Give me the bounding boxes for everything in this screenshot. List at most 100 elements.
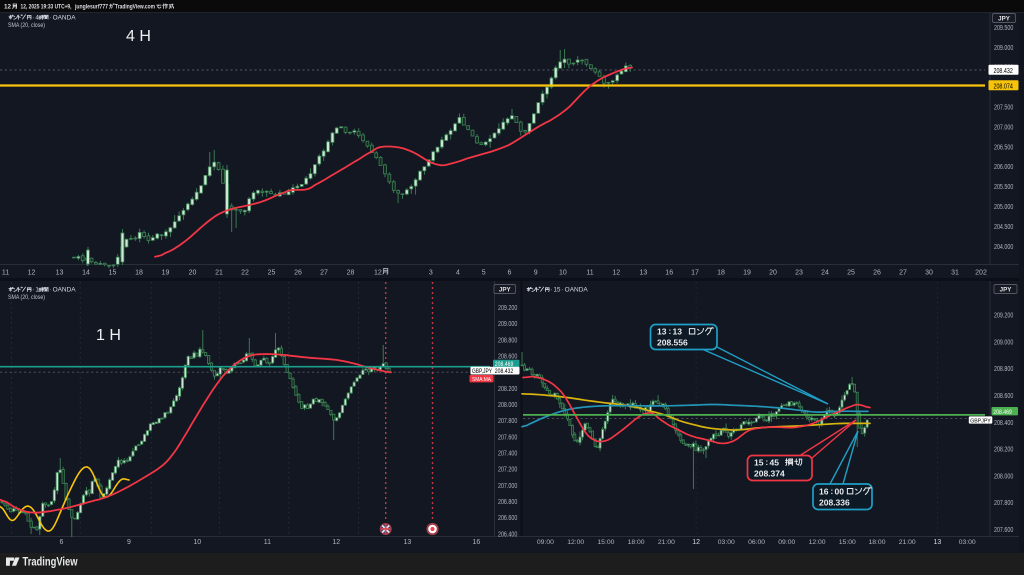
- svg-text:21:00: 21:00: [899, 539, 916, 546]
- svg-text:15:00: 15:00: [839, 539, 856, 546]
- svg-text:junglesurf777: junglesurf777: [74, 4, 108, 11]
- svg-text:207.800: 207.800: [994, 500, 1013, 507]
- svg-text:21:00: 21:00: [658, 539, 675, 546]
- svg-text:13: 13: [673, 327, 683, 337]
- svg-text:TradingView: TradingView: [23, 557, 78, 569]
- svg-text:19: 19: [743, 270, 751, 277]
- svg-text:OANDA: OANDA: [53, 287, 77, 294]
- svg-text:12: 12: [612, 270, 620, 277]
- svg-text:11: 11: [2, 270, 9, 277]
- svg-text:205.000: 205.000: [994, 204, 1013, 211]
- svg-text:209.200: 209.200: [994, 313, 1013, 320]
- svg-text:28: 28: [347, 270, 355, 277]
- svg-text:13: 13: [657, 327, 667, 337]
- svg-text:12: 12: [28, 270, 36, 277]
- svg-text:9: 9: [534, 270, 538, 277]
- svg-text:12:00: 12:00: [809, 539, 826, 546]
- svg-text:13: 13: [404, 539, 412, 546]
- svg-text:208.600: 208.600: [498, 354, 517, 361]
- svg-text:18:00: 18:00: [868, 539, 885, 546]
- svg-text:206.600: 206.600: [498, 515, 517, 522]
- svg-text:204.000: 204.000: [994, 244, 1013, 251]
- svg-text:24: 24: [821, 270, 829, 277]
- svg-text:12, 2025 19:33 UTC+9,: 12, 2025 19:33 UTC+9,: [21, 4, 72, 11]
- svg-text:207.400: 207.400: [498, 450, 517, 457]
- svg-text:25: 25: [268, 270, 276, 277]
- svg-text:OANDA: OANDA: [565, 287, 589, 294]
- svg-text:207.000: 207.000: [498, 483, 517, 490]
- svg-text:OANDA: OANDA: [53, 14, 77, 21]
- svg-text:12: 12: [332, 539, 340, 546]
- svg-text:·: ·: [49, 287, 51, 294]
- svg-text::: :: [766, 458, 769, 467]
- svg-text:45: 45: [770, 458, 780, 468]
- svg-text::: :: [669, 327, 672, 336]
- svg-text:207.800: 207.800: [498, 418, 517, 425]
- svg-text:·: ·: [562, 287, 564, 294]
- svg-text:208.074: 208.074: [994, 83, 1013, 90]
- svg-text:204.500: 204.500: [994, 224, 1013, 231]
- svg-text:JPY: JPY: [1000, 287, 1013, 294]
- svg-text:208.600: 208.600: [994, 393, 1013, 400]
- svg-text:6: 6: [508, 270, 512, 277]
- svg-text:09:00: 09:00: [537, 539, 554, 546]
- svg-text:TradingView.com: TradingView.com: [115, 4, 155, 11]
- svg-text:208.469: 208.469: [495, 361, 514, 368]
- svg-text:1: 1: [35, 287, 39, 294]
- svg-text:207.200: 207.200: [498, 467, 517, 474]
- svg-text:209.000: 209.000: [498, 321, 517, 328]
- svg-text:09:00: 09:00: [778, 539, 795, 546]
- svg-text:10: 10: [559, 270, 567, 277]
- svg-text:205.500: 205.500: [994, 184, 1013, 191]
- svg-text:3: 3: [429, 270, 433, 277]
- svg-text:21: 21: [215, 270, 223, 277]
- svg-text:03:00: 03:00: [718, 539, 735, 546]
- svg-text:20: 20: [189, 270, 197, 277]
- svg-text:12: 12: [692, 539, 700, 546]
- svg-text:13: 13: [56, 270, 64, 277]
- svg-text:207.600: 207.600: [994, 527, 1013, 534]
- svg-text:11: 11: [264, 539, 271, 546]
- svg-text:06:00: 06:00: [748, 539, 765, 546]
- svg-text:11: 11: [586, 270, 593, 277]
- svg-text:17: 17: [691, 270, 699, 277]
- svg-text:12: 12: [4, 4, 11, 11]
- svg-text:JPY: JPY: [998, 16, 1011, 23]
- svg-text:208.800: 208.800: [498, 337, 517, 344]
- svg-text:·: ·: [49, 14, 51, 21]
- svg-text:25: 25: [847, 270, 855, 277]
- svg-text:4: 4: [456, 270, 460, 277]
- svg-text:14: 14: [82, 270, 90, 277]
- svg-text:209.500: 209.500: [994, 25, 1013, 32]
- svg-text:19: 19: [162, 270, 170, 277]
- svg-text:GBP,JPY: GBP,JPY: [472, 368, 492, 375]
- svg-text:12: 12: [374, 270, 382, 277]
- svg-text:208.200: 208.200: [498, 386, 517, 393]
- svg-text:208.374: 208.374: [754, 469, 785, 479]
- svg-text:206.500: 206.500: [994, 144, 1013, 151]
- svg-text:15: 15: [754, 458, 764, 468]
- svg-text:15: 15: [109, 270, 117, 277]
- svg-text:207.500: 207.500: [994, 105, 1013, 112]
- svg-text:GBPJPY: GBPJPY: [970, 418, 991, 424]
- svg-text:26: 26: [294, 270, 302, 277]
- svg-text:15: 15: [554, 287, 561, 294]
- svg-text:4: 4: [35, 14, 39, 21]
- svg-text:10: 10: [193, 539, 201, 546]
- svg-text:206.800: 206.800: [498, 499, 517, 506]
- svg-text:JPY: JPY: [499, 287, 512, 294]
- svg-text:202: 202: [975, 270, 987, 277]
- svg-text:208.336: 208.336: [819, 498, 850, 508]
- svg-text:208.200: 208.200: [994, 447, 1013, 454]
- svg-text:208.800: 208.800: [994, 366, 1013, 373]
- svg-text:31: 31: [951, 270, 959, 277]
- svg-text:208.469: 208.469: [993, 409, 1012, 416]
- svg-text:208.432: 208.432: [495, 368, 514, 375]
- svg-text:206.000: 206.000: [994, 164, 1013, 171]
- svg-text:209.000: 209.000: [994, 339, 1013, 346]
- svg-text:9: 9: [127, 539, 131, 546]
- svg-text:16: 16: [665, 270, 673, 277]
- svg-text:15:00: 15:00: [597, 539, 614, 546]
- svg-text:·: ·: [32, 14, 34, 21]
- svg-text:208.000: 208.000: [498, 402, 517, 409]
